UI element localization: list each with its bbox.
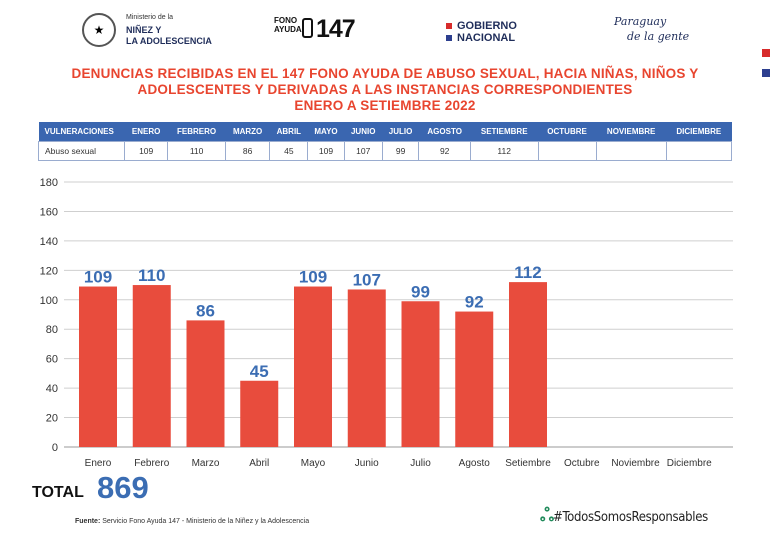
x-tick-label: Enero <box>85 458 112 469</box>
x-tick-label: Octubre <box>564 458 600 469</box>
data-label: 107 <box>353 270 381 289</box>
x-tick-label: Marzo <box>192 458 220 469</box>
y-tick-label: 60 <box>46 354 58 366</box>
ministry-small: Ministerio de la <box>126 14 174 21</box>
source-note: Fuente: Servicio Fono Ayuda 147 - Minist… <box>75 518 309 525</box>
bar <box>240 380 279 447</box>
bar <box>509 282 547 447</box>
source-label: Fuente: <box>75 518 101 525</box>
table-header-cell: DICIEMBRE <box>666 122 732 142</box>
hashtag: #TodosSomosResponsables <box>553 510 708 525</box>
bar <box>294 286 332 447</box>
bar <box>186 320 225 447</box>
bar <box>347 289 386 447</box>
table-cell <box>595 141 667 161</box>
table-header-cell: JULIO <box>382 122 419 142</box>
data-label: 109 <box>299 268 327 287</box>
y-tick-label: 0 <box>52 442 58 454</box>
y-tick-label: 100 <box>40 295 58 307</box>
title-line1: DENUNCIAS RECIBIDAS EN EL 147 FONO AYUDA… <box>71 66 699 81</box>
data-label: 86 <box>196 301 215 320</box>
x-tick-label: Julio <box>410 458 431 469</box>
x-tick-label: Agosto <box>459 458 491 469</box>
flag-blue-icon <box>446 35 452 41</box>
x-tick-label: Junio <box>355 458 379 469</box>
y-tick-label: 140 <box>40 236 58 248</box>
table-cell: 109 <box>123 141 169 161</box>
table-header-cell: JUNIO <box>344 122 383 142</box>
y-tick-label: 160 <box>40 206 58 218</box>
bar <box>132 285 171 447</box>
data-label: 112 <box>514 263 541 282</box>
table-header-cell: NOVIEMBRE <box>596 122 667 142</box>
total-label: TOTAL <box>32 484 84 501</box>
y-tick-label: 180 <box>40 177 58 189</box>
table-header-cell: SETIEMBRE <box>470 122 539 142</box>
data-label: 110 <box>138 266 165 285</box>
ministry-line1: NIÑEZ Y <box>126 25 162 35</box>
table-cell <box>665 141 733 161</box>
table-header-cell: OCTUBRE <box>538 122 597 142</box>
table-header-cell: AGOSTO <box>418 122 471 142</box>
y-tick-label: 20 <box>46 413 58 425</box>
table-cell: 112 <box>469 141 539 161</box>
table-header-cell: ENERO <box>124 122 168 142</box>
y-tick-label: 120 <box>40 265 58 277</box>
data-label: 45 <box>250 362 269 381</box>
table-header-cell: VULNERACIONES <box>38 122 125 142</box>
x-tick-label: Febrero <box>134 458 169 469</box>
x-tick-label: Mayo <box>301 458 326 469</box>
ministry-line2: LA ADOLESCENCIA <box>126 36 212 46</box>
y-tick-label: 40 <box>46 383 58 395</box>
seal-icon: ★ <box>82 13 116 47</box>
bar <box>401 301 440 447</box>
table-cell <box>537 141 597 161</box>
x-tick-label: Diciembre <box>667 458 712 469</box>
table-cell: Abuso sexual <box>38 141 125 161</box>
table-cell: 110 <box>167 141 226 161</box>
data-table: VULNERACIONES ENERO FEBRERO MARZO ABRIL MAYO J… <box>38 122 733 161</box>
fono-line1: FONO <box>274 16 298 25</box>
slogan-line1: Paraguay <box>614 15 667 28</box>
corner-blue-mark <box>762 69 770 77</box>
gob-line1: GOBIERNO <box>457 20 517 32</box>
table-header-cell: MAYO <box>307 122 345 142</box>
table-cell: 86 <box>224 141 271 161</box>
table-header-cell: ABRIL <box>269 122 308 142</box>
table-cell: 107 <box>343 141 383 161</box>
title-line2: ADOLESCENTES Y DERIVADAS A LAS INSTANCIA… <box>137 82 633 97</box>
gob-line2: NACIONAL <box>457 32 516 44</box>
chart-title: DENUNCIAS RECIBIDAS EN EL 147 FONO AYUDA… <box>40 66 730 114</box>
table-header-cell: MARZO <box>225 122 270 142</box>
ribbon-icon: ஃ <box>540 505 555 525</box>
title-line3: ENERO A SETIEMBRE 2022 <box>294 98 476 113</box>
table-header-cell: FEBRERO <box>167 122 226 142</box>
x-tick-label: Noviembre <box>611 458 660 469</box>
bar-chart: 0 20 40 60 80 100 120 140 160 180 109 Enero 110 Febre… <box>40 177 733 469</box>
table-header-row: VULNERACIONES ENERO FEBRERO MARZO ABRIL MAYO J… <box>38 122 732 142</box>
fono-ayuda-logo: FONO AYUDA <box>274 16 302 35</box>
x-tick-label: Abril <box>249 458 269 469</box>
data-label: 92 <box>465 293 484 312</box>
x-tick-label: Setiembre <box>505 458 551 469</box>
table-cell: 45 <box>269 141 309 161</box>
slogan-line2: de la gente <box>627 30 690 43</box>
fono-line2: AYUDA <box>274 25 302 34</box>
data-label: 109 <box>84 268 112 287</box>
phone-icon <box>302 18 313 38</box>
source-text: Servicio Fono Ayuda 147 - Ministerio de … <box>100 518 310 525</box>
table-cell: 92 <box>418 141 471 161</box>
flag-red-icon <box>446 23 452 29</box>
data-label: 99 <box>411 282 430 301</box>
table-cell: 109 <box>307 141 345 161</box>
table-cell: 99 <box>381 141 420 161</box>
bar <box>455 311 494 447</box>
corner-red-mark <box>762 49 770 57</box>
bar <box>79 286 117 447</box>
y-tick-label: 80 <box>46 324 58 336</box>
table-row: Abuso sexual 109 110 86 45 109 107 99 92 112 <box>38 141 733 161</box>
fono-number: 147 <box>316 15 356 43</box>
total-value: 869 <box>97 470 149 505</box>
